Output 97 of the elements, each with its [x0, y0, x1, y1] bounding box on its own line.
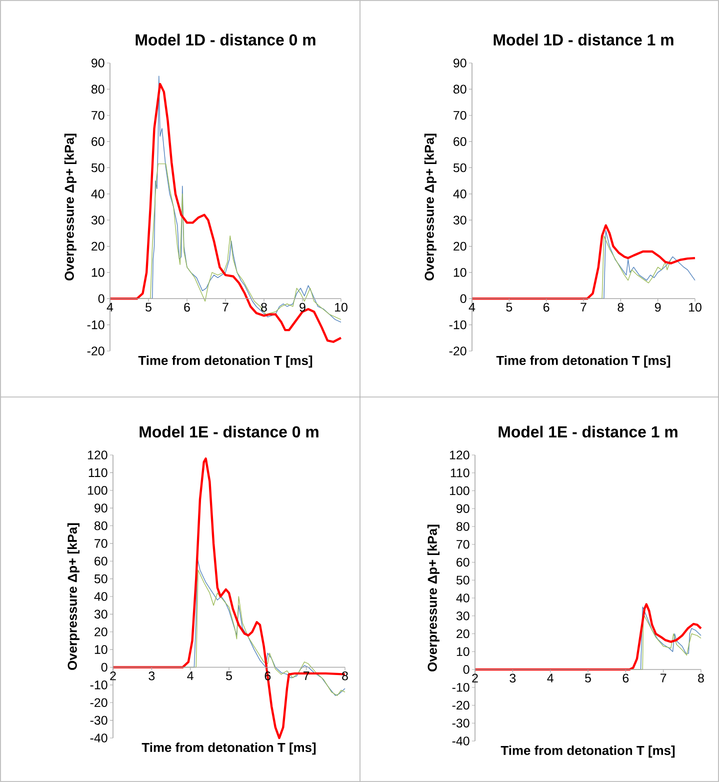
y-tick-label: -10: [87, 320, 104, 330]
y-tick-label: -40: [452, 736, 470, 746]
y-axis-title: Overpressure Δp+ [kPa]: [67, 523, 80, 670]
y-tick-label: 0: [463, 665, 470, 674]
y-tick-label: 10: [92, 268, 104, 277]
chart-title: Model 1D - distance 1 m: [494, 34, 674, 46]
chart-title: Model 1E - distance 0 m: [140, 426, 318, 438]
y-tick-label: 60: [454, 137, 466, 146]
y-tick-label: 10: [94, 645, 108, 654]
y-tick-label: 0: [460, 294, 466, 304]
x-tick-label: 4: [547, 674, 554, 682]
y-tick-label: 20: [94, 627, 108, 636]
y-tick-label: 40: [453, 190, 466, 198]
y-tick-label: 20: [456, 629, 470, 638]
x-tick-label: 9: [654, 302, 661, 312]
x-tick-label: 10: [335, 302, 348, 312]
x-axis-title: Time from detonation T [ms]: [500, 746, 675, 758]
y-tick-label: 80: [94, 521, 108, 530]
x-tick-label: 3: [510, 674, 516, 683]
x-tick-label: 4: [106, 302, 114, 312]
y-axis-title: Overpressure Δp+ [kPa]: [424, 134, 436, 280]
x-tick-label: 4: [468, 302, 476, 312]
y-tick-label: 20: [454, 242, 466, 251]
chart-title: Model 1D - distance 0 m: [136, 34, 316, 46]
y-tick-label: -20: [449, 346, 466, 356]
x-tick-label: 8: [261, 302, 267, 312]
y-axis-title: Overpressure Δp+ [kPa]: [427, 524, 440, 672]
y-tick-label: 60: [94, 556, 108, 566]
x-axis-title: Time from detonation T [ms]: [142, 742, 316, 755]
y-tick-label: 90: [92, 58, 104, 68]
y-tick-label: -10: [449, 320, 466, 330]
y-tick-label: 90: [454, 58, 466, 68]
y-tick-label: 120: [450, 450, 470, 460]
y-tick-label: 100: [88, 486, 108, 495]
y-tick-label: 80: [456, 522, 470, 531]
y-tick-label: -20: [452, 700, 470, 710]
y-tick-label: 80: [454, 84, 466, 94]
y-tick-label: 100: [450, 486, 470, 496]
y-tick-label: 40: [91, 190, 104, 198]
y-tick-label: -20: [90, 698, 108, 708]
y-tick-label: 50: [456, 576, 470, 585]
x-tick-label: 6: [184, 302, 190, 312]
y-tick-label: 30: [91, 216, 104, 225]
x-tick-label: 5: [585, 674, 591, 682]
x-tick-label: 8: [698, 674, 704, 683]
y-tick-label: 70: [92, 110, 104, 120]
y-tick-label: 120: [88, 450, 108, 460]
line-series: [112, 457, 346, 740]
x-tick-label: 7: [222, 302, 228, 312]
y-tick-label: 30: [456, 611, 470, 620]
x-tick-label: 5: [506, 302, 512, 312]
y-tick-label: 30: [94, 610, 108, 619]
x-tick-label: 9: [300, 302, 306, 312]
x-tick-label: 6: [544, 302, 550, 312]
y-tick-label: 20: [92, 242, 104, 251]
x-tick-label: 4: [187, 671, 194, 680]
y-tick-label: 40: [94, 592, 108, 601]
chart-title: Model 1E - distance 1 m: [498, 426, 678, 438]
y-tick-label: -10: [452, 682, 470, 692]
y-tick-label: 50: [453, 163, 466, 172]
y-tick-label: 110: [88, 468, 108, 478]
x-axis-title: Time from detonation T [ms]: [138, 356, 312, 368]
y-tick-label: 10: [456, 647, 470, 656]
y-tick-label: -40: [90, 734, 108, 742]
y-tick-label: 80: [91, 84, 104, 94]
y-axis-title: Overpressure Δp+ [kPa]: [64, 134, 76, 280]
y-tick-label: 10: [454, 268, 466, 277]
y-tick-label: 70: [454, 110, 466, 120]
x-tick-label: 5: [226, 671, 232, 680]
y-tick-label: 60: [456, 558, 470, 567]
x-tick-label: 6: [622, 674, 629, 683]
y-tick-label: 60: [92, 137, 104, 146]
y-tick-label: 50: [94, 574, 108, 584]
y-tick-label: 40: [456, 594, 470, 602]
x-tick-label: 2: [472, 674, 478, 682]
y-tick-label: 0: [98, 294, 104, 304]
x-axis-title: Time from detonation T [ms]: [496, 356, 670, 368]
x-tick-label: 7: [660, 674, 666, 682]
y-tick-label: 110: [450, 468, 470, 478]
y-tick-label: -30: [452, 718, 470, 728]
x-tick-label: 2: [110, 671, 116, 680]
x-tick-label: 8: [618, 302, 624, 312]
x-tick-label: 10: [689, 302, 702, 312]
x-tick-label: 7: [580, 302, 586, 312]
y-tick-label: 0: [101, 662, 108, 672]
y-tick-label: 70: [456, 540, 470, 549]
x-tick-label: 8: [342, 671, 348, 680]
y-tick-label: 90: [94, 504, 108, 512]
y-tick-label: -30: [90, 716, 108, 725]
y-tick-label: 70: [94, 539, 108, 548]
x-tick-label: 3: [148, 671, 155, 680]
y-tick-label: -20: [87, 346, 104, 356]
x-tick-label: 5: [146, 302, 152, 312]
y-tick-label: -10: [90, 680, 108, 690]
y-tick-label: 90: [456, 504, 470, 514]
y-tick-label: 50: [91, 163, 104, 172]
y-tick-label: 30: [453, 216, 466, 225]
